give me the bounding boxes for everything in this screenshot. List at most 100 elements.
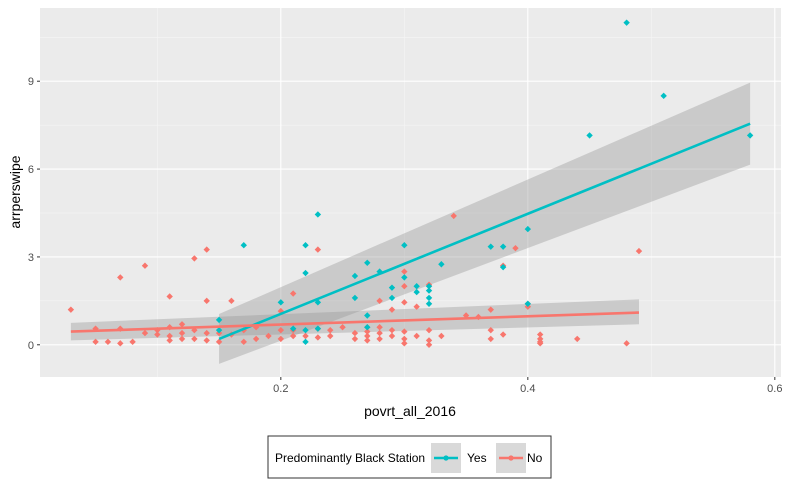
data-points [67,19,754,348]
data-point-yes [302,338,309,346]
data-point-yes [623,19,630,26]
confidence-band-no [70,299,639,341]
data-point-no [401,283,408,290]
data-point-yes [425,287,433,294]
data-point-no [191,255,198,262]
data-point-no [536,340,544,347]
data-point-yes [413,288,420,296]
data-point-yes [499,243,507,250]
data-point-no [327,332,334,340]
data-point-no [104,338,112,346]
data-point-yes [425,283,433,290]
data-point-yes [351,294,359,302]
data-point-no [499,331,507,338]
data-point-no [339,324,346,331]
plot-panel [40,8,781,377]
legend: Predominantly Black Station Yes No [267,435,552,479]
data-point-yes [746,132,754,139]
data-point-no [388,306,396,313]
data-point-yes [215,326,223,334]
data-point-no [425,326,433,334]
data-point-no [240,338,247,346]
data-point-no [388,326,396,334]
data-point-yes [425,300,433,307]
data-point-no [401,299,408,306]
data-point-yes [487,243,494,250]
x-tick-label: 0.6 [767,383,782,395]
data-point-no [129,338,136,346]
data-point-yes [524,225,532,233]
x-tick-label: 0.2 [273,383,288,395]
data-point-no [376,297,383,305]
data-point-no [215,338,223,346]
data-point-yes [401,274,408,281]
fit-line-yes [218,122,751,341]
data-point-no [438,332,445,340]
data-point-no [635,247,643,255]
data-point-no [166,332,173,340]
data-point-yes [413,283,420,290]
data-point-yes [586,132,593,139]
y-tick-label: 9 [28,76,34,88]
data-point-no [191,335,198,343]
data-point-no [413,303,420,310]
data-point-yes [277,299,285,306]
data-point-yes [302,242,309,249]
data-point-no [327,326,334,334]
data-point-no [265,332,272,340]
data-point-no [401,268,408,275]
data-point-no [141,329,149,337]
data-point-yes [388,284,396,291]
data-point-no [512,244,519,252]
data-point-no [117,274,124,281]
fit-lines [70,122,751,341]
data-point-yes [314,211,322,218]
data-point-no [425,341,433,348]
data-point-no [574,335,581,343]
data-point-no [376,329,383,337]
data-point-yes [302,269,309,277]
data-point-no [277,335,285,343]
data-point-no [178,329,186,337]
legend-point-yes [443,455,449,461]
data-point-no [67,306,75,313]
data-point-yes [240,242,247,249]
x-axis-title: povrt_all_2016 [364,403,456,419]
fit-line-no [70,311,640,333]
data-point-yes [364,324,371,331]
data-point-no [228,297,235,305]
data-point-no [154,331,161,338]
data-point-no [376,324,383,331]
data-point-no [289,290,297,297]
data-point-no [178,321,186,328]
data-point-no [623,340,630,347]
data-point-no [252,335,260,343]
data-point-no [376,335,383,343]
data-point-yes [215,316,223,324]
legend-label-yes: Yes [467,451,487,465]
data-point-no [92,338,99,346]
confidence-bands [70,82,751,364]
data-point-no [536,331,544,338]
data-point-no [388,332,396,340]
data-point-no [351,329,359,337]
data-point-no [364,332,371,340]
data-point-no [401,340,408,347]
data-point-no [166,337,173,344]
data-point-yes [524,300,532,307]
data-point-no [364,328,371,335]
data-point-yes [364,259,371,266]
axes: 0.2 0.4 0.6 0 3 6 9 [28,76,783,395]
data-point-no [203,329,210,337]
data-point-no [203,297,210,305]
data-point-no [302,332,309,340]
y-tick-label: 3 [28,252,34,264]
data-point-yes [388,294,396,302]
data-point-no [425,337,433,344]
data-point-no [351,335,359,343]
data-point-no [141,262,149,269]
confidence-band-yes [219,82,751,364]
data-point-no [314,246,322,253]
